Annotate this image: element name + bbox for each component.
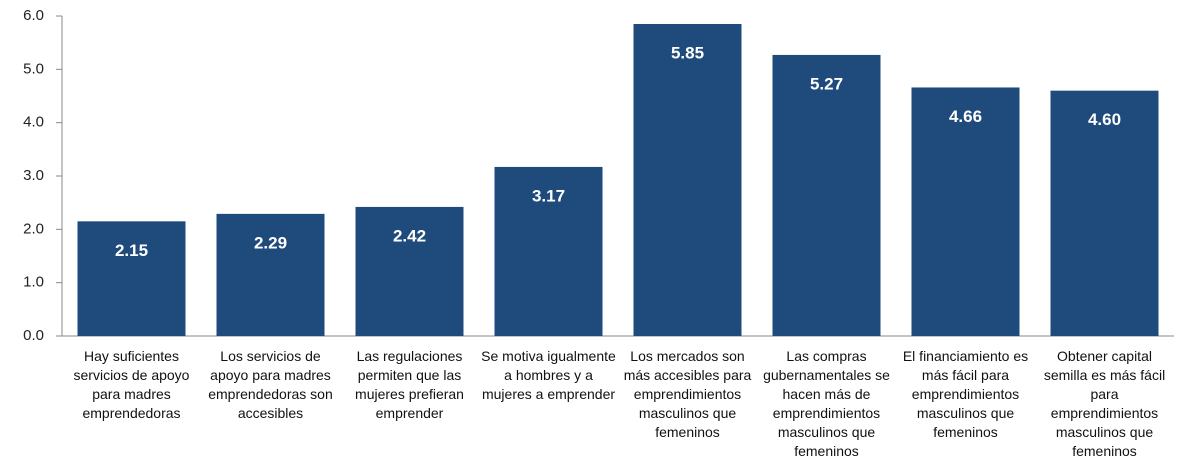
bar (1050, 90, 1159, 337)
bar (772, 54, 881, 336)
bar (216, 213, 325, 336)
x-tick-label: El financiamiento es más fácil para empr… (902, 348, 1029, 440)
y-tick-label: 4.0 (23, 114, 44, 131)
x-tick-label: Los servicios de apoyo para madres empre… (208, 348, 333, 421)
bar (633, 24, 742, 336)
value-label: 2.42 (393, 226, 426, 245)
x-tick-label: Las regulaciones permiten que las mujere… (355, 348, 464, 421)
value-label: 5.27 (810, 74, 843, 93)
bar (355, 206, 464, 336)
y-tick-label: 0.0 (23, 327, 44, 344)
value-label: 2.29 (254, 233, 287, 252)
x-tick-label: Las compras gubernamentales se hacen más… (763, 348, 890, 459)
x-tick-label: Obtener capital semilla es más fácil par… (1043, 348, 1166, 459)
bar (77, 221, 186, 336)
y-tick-label: 2.0 (23, 220, 44, 237)
value-label: 2.15 (115, 241, 148, 260)
y-tick-label: 5.0 (23, 60, 44, 77)
bar (494, 166, 603, 336)
x-tick-label: Los mercados son más accesibles para emp… (623, 348, 752, 440)
x-tick-label: Hay suficientes servicios de apoyo para … (73, 348, 190, 421)
value-label: 3.17 (532, 186, 565, 205)
y-tick-label: 6.0 (23, 7, 44, 24)
value-label: 4.60 (1088, 110, 1121, 129)
x-tick-label: Se motiva igualmente a hombres y a mujer… (481, 348, 616, 402)
value-label: 5.85 (671, 43, 704, 62)
y-tick-label: 3.0 (23, 167, 44, 184)
y-tick-label: 1.0 (23, 274, 44, 291)
value-label: 4.66 (949, 107, 982, 126)
bar (911, 87, 1020, 336)
